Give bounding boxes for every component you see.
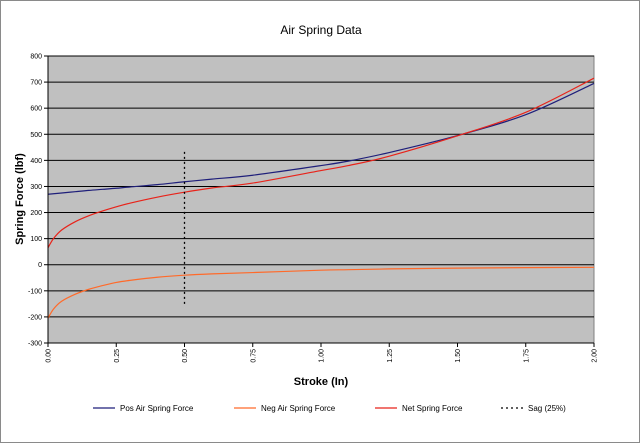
series-line-neg-air-spring-force: [47, 266, 595, 319]
y-tick-label: -100: [28, 288, 42, 295]
axis-layer: -300 -200 -100 0 100 200 300 400 500 600 700 800 0.0…: [28, 54, 599, 363]
chart-title: Air Spring Data: [280, 23, 362, 37]
y-tick-label: 300: [30, 184, 42, 191]
x-tick-label: 0.75: [250, 349, 257, 363]
y-tick-label: -300: [28, 341, 42, 348]
legend-label-pos-air-spring-force: Pos Air Spring Force: [120, 404, 194, 413]
x-tick-label: 1.50: [455, 349, 462, 363]
legend-label-neg-air-spring-force: Neg Air Spring Force: [261, 404, 336, 413]
x-tick-label: 1.00: [319, 349, 326, 363]
series-layer: [47, 77, 595, 319]
x-tick-label: 0.50: [182, 349, 189, 363]
y-tick-label: -200: [28, 314, 42, 321]
y-tick-label: 600: [30, 106, 42, 113]
series-line-pos-air-spring-force: [47, 82, 595, 195]
legend-label-net-spring-force: Net Spring Force: [402, 404, 463, 413]
y-axis-title: Spring Force (lbf): [14, 153, 26, 245]
y-tick-label: 400: [30, 158, 42, 165]
legend-label-sag-25: Sag (25%): [528, 404, 566, 413]
plot-area: [47, 55, 595, 344]
y-tick-label: 800: [30, 54, 42, 61]
x-tick-label: 1.25: [387, 349, 394, 363]
y-tick-label: 0: [38, 262, 42, 269]
x-tick-label: 1.75: [523, 349, 530, 363]
y-tick-label: 200: [30, 210, 42, 217]
x-tick-label: 0.00: [46, 349, 53, 363]
x-axis-title: Stroke (In): [294, 376, 349, 388]
x-tick-label: 0.25: [114, 349, 121, 363]
x-tick-label: 2.00: [592, 349, 599, 363]
legend: Pos Air Spring Force Neg Air Spring Force…: [93, 404, 566, 413]
y-tick-label: 500: [30, 132, 42, 139]
y-tick-label: 700: [30, 80, 42, 87]
y-tick-label: 100: [30, 236, 42, 243]
series-line-net-spring-force: [47, 77, 595, 249]
